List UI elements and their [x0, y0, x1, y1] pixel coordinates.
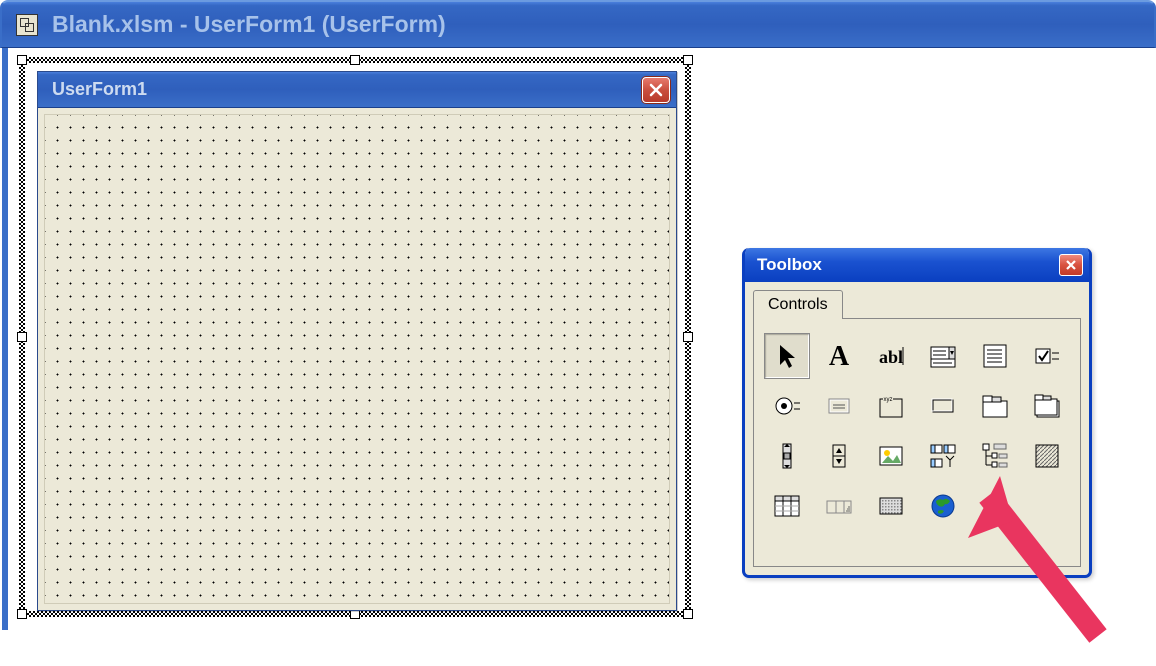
scrollbar-icon — [772, 441, 802, 471]
frame-icon: xyz — [876, 391, 906, 421]
spinbutton-icon — [824, 441, 854, 471]
resize-handle-bl[interactable] — [17, 609, 27, 619]
toolbox-tabstrip: Controls — [753, 288, 1081, 318]
toolbox-titlebar[interactable]: Toolbox — [745, 248, 1089, 282]
tool-combobox[interactable] — [920, 333, 966, 379]
mdi-child-window: Blank.xlsm - UserForm1 (UserForm) UserFo… — [0, 0, 1156, 632]
tab-controls-label: Controls — [768, 296, 828, 313]
treeview-icon — [980, 441, 1010, 471]
tool-scrollbar[interactable] — [764, 433, 810, 479]
userform-title: UserForm1 — [52, 79, 147, 100]
tool-togglebutton[interactable] — [816, 383, 862, 429]
resize-handle-tl[interactable] — [17, 55, 27, 65]
svg-text:A: A — [829, 341, 850, 371]
tool-textbox[interactable]: abl — [868, 333, 914, 379]
multipage-icon — [1032, 391, 1062, 421]
tool-webbrowser[interactable] — [920, 483, 966, 529]
tool-toolbar[interactable] — [868, 483, 914, 529]
toolbar-icon — [876, 491, 906, 521]
svg-text:xyz: xyz — [884, 397, 893, 403]
mdi-titlebar[interactable]: Blank.xlsm - UserForm1 (UserForm) — [0, 0, 1156, 48]
imagelist-icon — [1032, 441, 1062, 471]
tool-label[interactable]: A — [816, 333, 862, 379]
userform-file-icon — [16, 14, 38, 36]
tool-commandbutton[interactable] — [920, 383, 966, 429]
webbrowser-icon — [928, 491, 958, 521]
togglebutton-icon — [824, 391, 854, 421]
toolbox-tab-panel: Aabl xyz — [753, 318, 1081, 567]
tool-listbox[interactable] — [972, 333, 1018, 379]
tab-controls[interactable]: Controls — [753, 290, 843, 319]
tool-optionbutton[interactable] — [764, 383, 810, 429]
toolbox-window[interactable]: Toolbox Controls Aabl xyz — [742, 248, 1092, 578]
tool-multipage[interactable] — [1024, 383, 1070, 429]
commandbutton-icon — [928, 391, 958, 421]
mdi-title: Blank.xlsm - UserForm1 (UserForm) — [52, 11, 446, 38]
tool-refedit[interactable] — [920, 433, 966, 479]
image-icon — [876, 441, 906, 471]
toolbox-grid: Aabl xyz — [764, 333, 1070, 529]
tool-spinbutton[interactable] — [816, 433, 862, 479]
optionbutton-icon — [772, 391, 802, 421]
tool-checkbox[interactable] — [1024, 333, 1070, 379]
close-icon — [1065, 259, 1077, 271]
refedit-icon — [928, 441, 958, 471]
toolbox-close-button[interactable] — [1059, 254, 1083, 276]
userform-close-button[interactable] — [642, 77, 670, 103]
select-objects-icon — [772, 341, 802, 371]
resize-handle-ml[interactable] — [17, 332, 27, 342]
userform-titlebar[interactable]: UserForm1 — [38, 72, 676, 108]
tool-treeview[interactable] — [972, 433, 1018, 479]
listview-icon — [772, 491, 802, 521]
svg-text:abl: abl — [879, 347, 903, 367]
toolbox-body: Controls Aabl xyz — [753, 288, 1081, 567]
userform-window[interactable]: UserForm1 — [37, 71, 677, 611]
tool-listview[interactable] — [764, 483, 810, 529]
resize-handle-tr[interactable] — [683, 55, 693, 65]
tool-tabstrip[interactable] — [972, 383, 1018, 429]
toolbox-title: Toolbox — [757, 255, 822, 275]
tool-select-objects[interactable] — [764, 333, 810, 379]
tool-imagelist[interactable] — [1024, 433, 1070, 479]
checkbox-icon — [1032, 341, 1062, 371]
resize-handle-br[interactable] — [683, 609, 693, 619]
listbox-icon — [980, 341, 1010, 371]
label-icon: A — [824, 341, 854, 371]
tabstrip-icon — [980, 391, 1010, 421]
tool-statusbar[interactable] — [816, 483, 862, 529]
tool-frame[interactable]: xyz — [868, 383, 914, 429]
textbox-icon: abl — [876, 341, 906, 371]
designer-selection[interactable]: UserForm1 — [19, 57, 691, 617]
userform-design-surface[interactable] — [44, 114, 670, 604]
mdi-client-area: UserForm1 Toolbox — [2, 48, 1154, 630]
combobox-icon — [928, 341, 958, 371]
resize-handle-tc[interactable] — [350, 55, 360, 65]
resize-handle-mr[interactable] — [683, 332, 693, 342]
tool-image[interactable] — [868, 433, 914, 479]
statusbar-icon — [824, 491, 854, 521]
close-icon — [649, 83, 663, 97]
